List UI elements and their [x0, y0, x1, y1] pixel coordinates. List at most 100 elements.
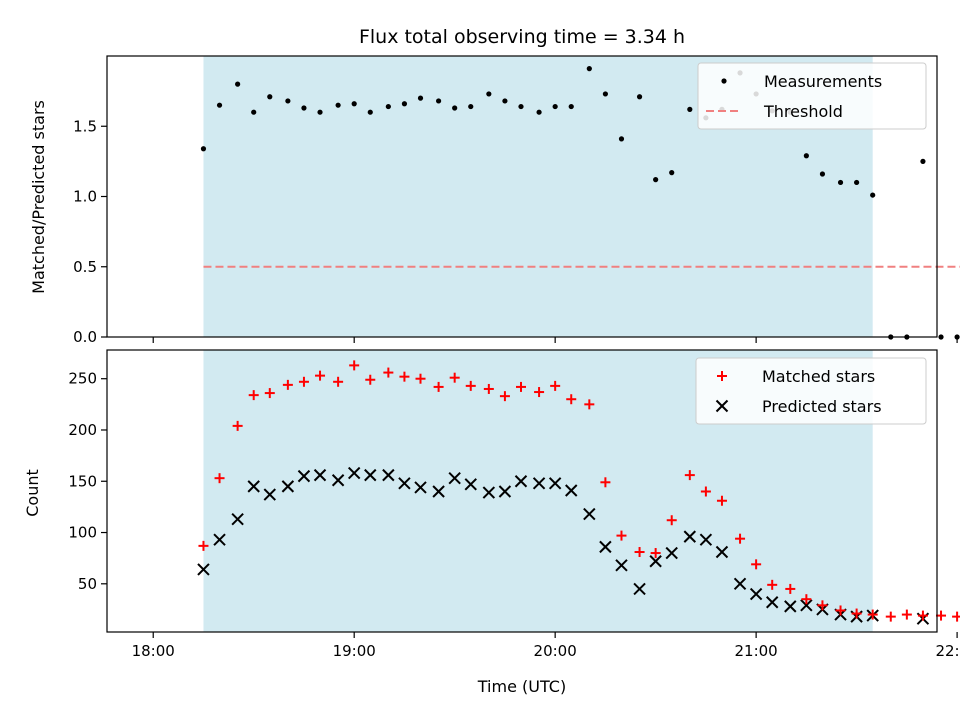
legend-marker-dot	[721, 78, 727, 84]
measurement-point	[870, 192, 876, 198]
measurement-point	[267, 94, 273, 100]
matched-star-point	[248, 390, 259, 401]
legend-label: Matched stars	[762, 367, 875, 386]
legend-label: Predicted stars	[762, 397, 882, 416]
measurement-point	[401, 101, 408, 107]
predicted-star-point	[197, 563, 210, 576]
matched-star-point	[634, 547, 645, 558]
predicted-star-point	[649, 555, 662, 568]
matched-star-point	[298, 376, 309, 387]
bottom-axes-frame	[106, 349, 938, 633]
matched-star-point	[684, 470, 695, 481]
measurement-point	[317, 109, 323, 115]
matched-star-point	[483, 383, 494, 394]
measurement-point	[636, 94, 643, 100]
x-tick-label: 21:00	[735, 642, 778, 660]
matched-star-point	[383, 367, 394, 378]
matched-star-point	[365, 374, 376, 385]
predicted-star-point	[448, 471, 461, 485]
top-y-tick-label: 0.0	[73, 328, 97, 346]
predicted-star-point	[532, 477, 546, 490]
measurement-point	[618, 136, 625, 142]
matched-star-point	[616, 530, 627, 541]
measurement-point	[552, 103, 558, 110]
measurement-point	[938, 334, 944, 340]
measurement-point	[367, 109, 373, 115]
legend-marker-x	[715, 399, 729, 413]
bottom-y-axis-label: Count	[23, 469, 42, 517]
matched-star-point	[936, 610, 947, 621]
predicted-star-point	[565, 484, 578, 497]
predicted-star-point	[398, 477, 411, 490]
top-x-ticks	[152, 337, 958, 343]
measurement-point	[251, 109, 257, 115]
measurement-point	[435, 98, 442, 104]
predicted-star-point	[615, 559, 628, 572]
star-count-series	[197, 360, 960, 625]
matched-star-point	[566, 394, 577, 405]
measurement-point	[920, 158, 926, 164]
matched-star-point	[952, 611, 960, 622]
measurement-point	[819, 171, 826, 177]
predicted-star-point	[715, 545, 729, 559]
measurement-point	[385, 103, 391, 110]
measurement-point	[687, 106, 693, 112]
measurement-point	[518, 103, 524, 110]
predicted-star-point	[432, 485, 445, 498]
top-legend: Measurements Threshold	[697, 62, 927, 130]
measurement-point	[452, 105, 458, 111]
predicted-star-point	[364, 468, 377, 482]
top-y-axis-label: Matched/Predicted stars	[29, 100, 48, 294]
measurements-series	[200, 66, 960, 340]
x-tick-label: 19:00	[333, 642, 376, 660]
predicted-star-point	[683, 530, 697, 543]
predicted-star-point	[514, 475, 528, 488]
measurement-point	[468, 103, 474, 110]
matched-star-point	[399, 371, 410, 382]
measurement-point	[837, 179, 844, 186]
measurement-point	[854, 179, 860, 186]
predicted-star-point	[281, 480, 295, 493]
top-y-ticks: 0.0 0.5 1.0 1.5	[73, 117, 107, 346]
matched-star-point	[282, 379, 293, 390]
matched-star-point	[885, 611, 896, 622]
predicted-star-point	[247, 480, 260, 493]
predicted-star-point	[699, 533, 713, 546]
legend-label: Threshold	[763, 102, 843, 121]
top-panel: 0.0 0.5 1.0 1.5 Matched/Predicted stars Mea…	[29, 55, 960, 346]
predicted-star-point	[633, 582, 646, 596]
matched-star-point	[785, 583, 796, 594]
matched-star-point	[433, 381, 444, 392]
measurement-point	[653, 177, 659, 183]
measurement-point	[602, 91, 609, 97]
bottom-y-tick-label: 100	[68, 524, 97, 542]
top-y-tick-label: 1.0	[73, 188, 97, 206]
matched-star-point	[264, 388, 275, 399]
predicted-star-point	[784, 600, 797, 613]
matched-star-point	[817, 600, 828, 611]
matched-star-point	[600, 477, 611, 488]
predicted-star-point	[414, 481, 427, 494]
matched-star-point	[650, 548, 661, 559]
predicted-star-point	[599, 540, 612, 554]
predicted-star-point	[733, 577, 747, 591]
predicted-star-point	[548, 477, 562, 490]
matched-star-point	[449, 372, 460, 383]
matched-star-point	[666, 515, 677, 526]
bottom-x-ticks: 18:0019:0020:0021:0022:0023:0000:0001:00…	[132, 632, 960, 660]
matched-star-point	[851, 608, 862, 619]
legend-frame	[695, 357, 927, 425]
measurement-point	[803, 153, 809, 159]
predicted-star-point	[231, 512, 244, 526]
matched-star-point	[499, 391, 510, 402]
predicted-star-point	[464, 478, 477, 491]
predicted-star-point	[297, 469, 311, 483]
matched-star-point	[835, 605, 846, 616]
bottom-y-tick-label: 150	[68, 472, 97, 490]
measurement-point	[536, 109, 542, 115]
legend-label: Measurements	[764, 72, 882, 91]
top-y-tick-label: 0.5	[73, 258, 97, 276]
top-axes-frame	[106, 55, 938, 338]
predicted-star-point	[800, 599, 813, 612]
predicted-star-point	[498, 485, 512, 498]
